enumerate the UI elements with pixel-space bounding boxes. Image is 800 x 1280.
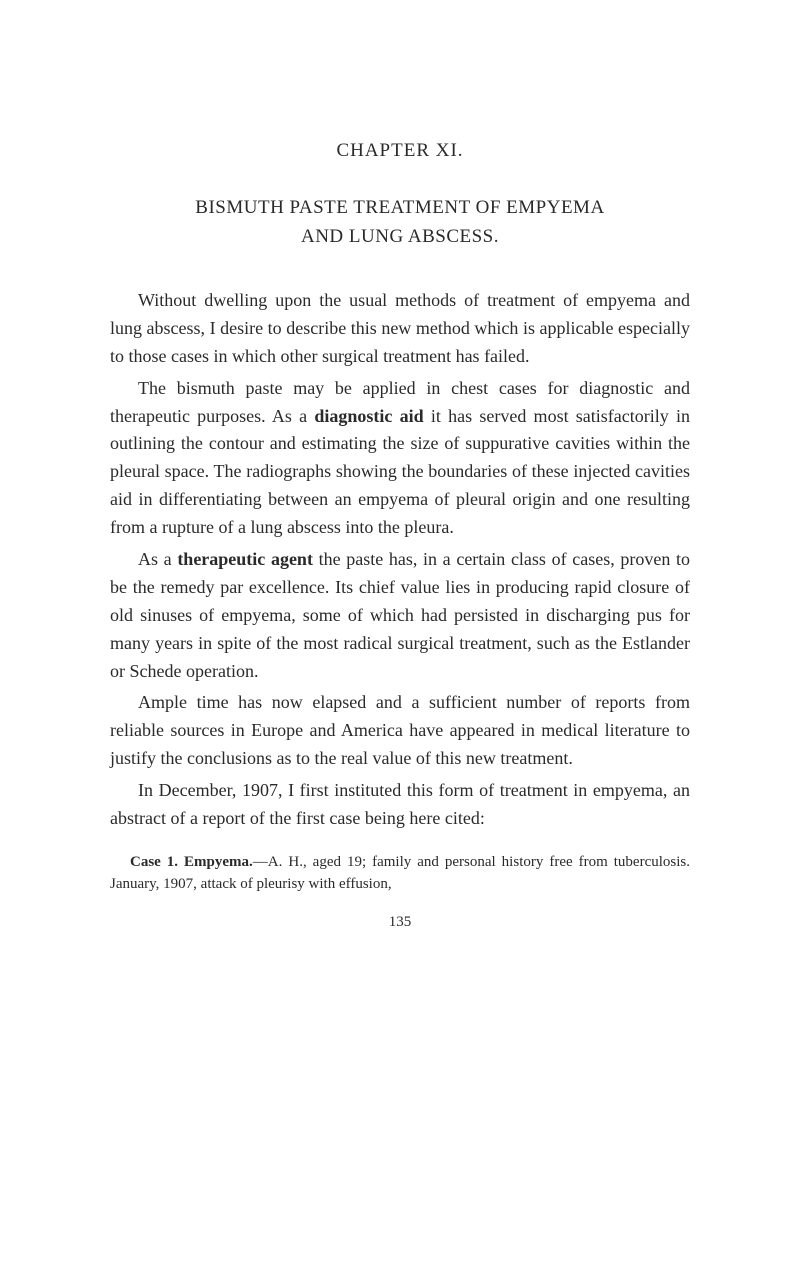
page-number: 135	[110, 914, 690, 931]
paragraph-1: Without dwelling upon the usual methods …	[110, 287, 690, 371]
paragraph-5: In December, 1907, I first instituted th…	[110, 777, 690, 833]
chapter-title: BISMUTH PASTE TREATMENT OF EMPYEMA AND L…	[110, 194, 690, 251]
therapeutic-agent-term: therapeutic agent	[177, 549, 313, 569]
paragraph-4: Ample time has now elapsed and a suffici…	[110, 689, 690, 773]
title-line-1: BISMUTH PASTE TREATMENT OF EMPYEMA	[195, 197, 604, 218]
paragraph-2: The bismuth paste may be applied in ches…	[110, 375, 690, 542]
paragraph-3: As a therapeutic agent the paste has, in…	[110, 546, 690, 685]
para3-text-pre: As a	[138, 549, 177, 569]
chapter-heading: CHAPTER XI.	[110, 140, 690, 162]
case-citation: Case 1. Empyema.—A. H., aged 19; family …	[110, 851, 690, 896]
diagnostic-aid-term: diagnostic aid	[314, 406, 423, 426]
case-label: Case 1. Empyema.	[130, 854, 253, 870]
title-line-2: AND LUNG ABSCESS.	[301, 226, 499, 247]
